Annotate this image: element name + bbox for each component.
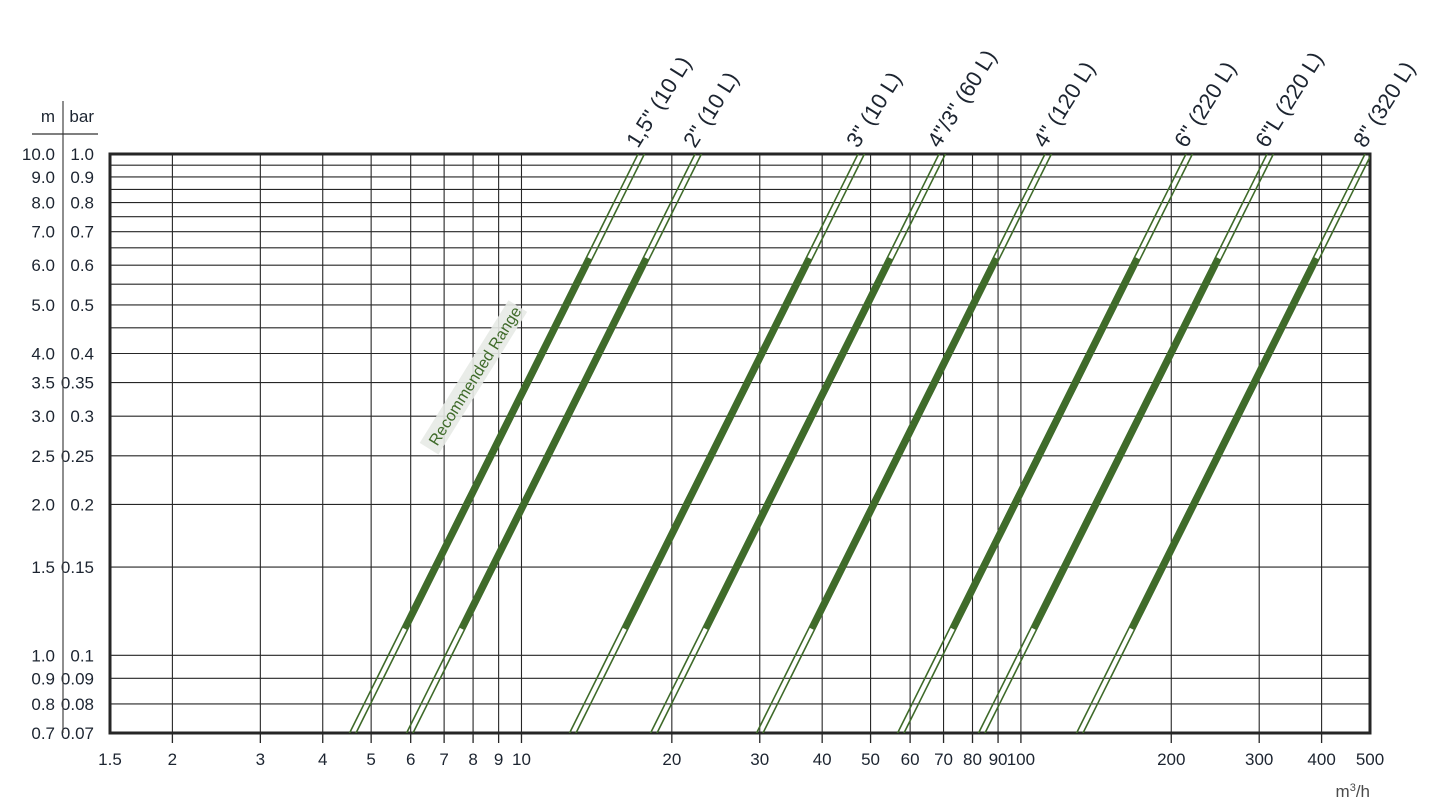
svg-text:10.0: 10.0 [22, 145, 55, 164]
svg-text:80: 80 [963, 750, 982, 769]
svg-text:m: m [41, 107, 55, 126]
svg-text:0.5: 0.5 [70, 296, 94, 315]
svg-text:7.0: 7.0 [31, 223, 55, 242]
svg-text:0.8: 0.8 [70, 194, 94, 213]
svg-text:1.5: 1.5 [98, 750, 122, 769]
svg-text:50: 50 [861, 750, 880, 769]
svg-text:0.35: 0.35 [61, 374, 94, 393]
svg-text:0.07: 0.07 [61, 724, 94, 743]
svg-text:6: 6 [406, 750, 415, 769]
svg-text:30: 30 [750, 750, 769, 769]
svg-text:0.2: 0.2 [70, 495, 94, 514]
svg-text:0.7: 0.7 [70, 223, 94, 242]
svg-text:1.5: 1.5 [31, 558, 55, 577]
svg-text:90: 90 [989, 750, 1008, 769]
svg-text:0.7: 0.7 [31, 724, 55, 743]
svg-text:0.25: 0.25 [61, 447, 94, 466]
svg-text:200: 200 [1157, 750, 1185, 769]
svg-text:6.0: 6.0 [31, 256, 55, 275]
svg-text:0.15: 0.15 [61, 558, 94, 577]
svg-text:0.3: 0.3 [70, 407, 94, 426]
svg-text:0.8: 0.8 [31, 695, 55, 714]
svg-text:2.0: 2.0 [31, 495, 55, 514]
svg-text:5.0: 5.0 [31, 296, 55, 315]
svg-text:8: 8 [468, 750, 477, 769]
svg-text:70: 70 [934, 750, 953, 769]
svg-text:5: 5 [366, 750, 375, 769]
svg-text:4: 4 [318, 750, 327, 769]
svg-text:0.4: 0.4 [70, 345, 94, 364]
svg-text:0.9: 0.9 [31, 669, 55, 688]
svg-text:100: 100 [1007, 750, 1035, 769]
svg-text:9.0: 9.0 [31, 168, 55, 187]
svg-text:10: 10 [512, 750, 531, 769]
svg-text:40: 40 [813, 750, 832, 769]
svg-text:4.0: 4.0 [31, 345, 55, 364]
svg-text:3.5: 3.5 [31, 374, 55, 393]
svg-text:20: 20 [662, 750, 681, 769]
svg-text:300: 300 [1245, 750, 1273, 769]
svg-text:0.9: 0.9 [70, 168, 94, 187]
svg-text:bar: bar [69, 107, 94, 126]
svg-text:3: 3 [256, 750, 265, 769]
svg-text:0.08: 0.08 [61, 695, 94, 714]
svg-text:400: 400 [1307, 750, 1335, 769]
svg-text:0.09: 0.09 [61, 669, 94, 688]
svg-text:3.0: 3.0 [31, 407, 55, 426]
svg-text:0.6: 0.6 [70, 256, 94, 275]
svg-text:2: 2 [168, 750, 177, 769]
svg-text:8.0: 8.0 [31, 194, 55, 213]
svg-text:1.0: 1.0 [70, 145, 94, 164]
svg-text:500: 500 [1356, 750, 1384, 769]
svg-text:0.1: 0.1 [70, 646, 94, 665]
svg-text:60: 60 [901, 750, 920, 769]
svg-text:7: 7 [439, 750, 448, 769]
svg-text:1.0: 1.0 [31, 646, 55, 665]
svg-text:2.5: 2.5 [31, 447, 55, 466]
svg-text:9: 9 [494, 750, 503, 769]
